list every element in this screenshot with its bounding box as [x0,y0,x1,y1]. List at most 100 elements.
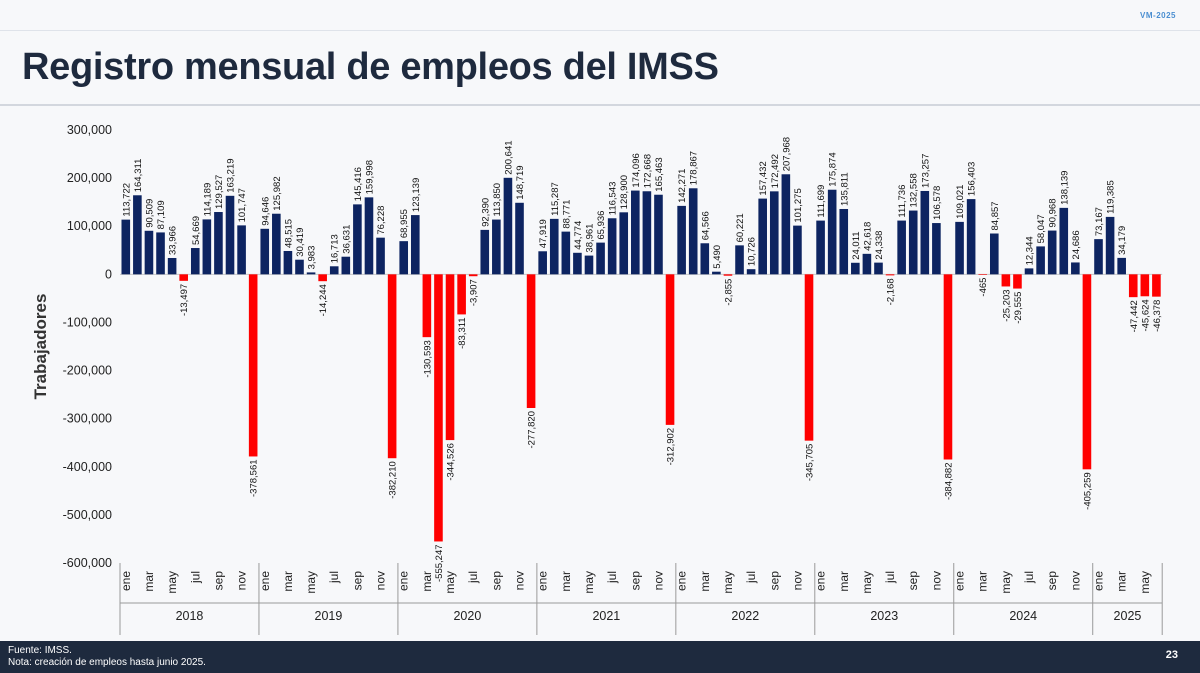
month-tick-label: ene [814,571,828,591]
chart-bar [1082,274,1092,470]
chart-bar [515,202,524,275]
month-tick-label: ene [675,571,689,591]
chart-bar [851,262,860,275]
chart-bar [584,255,594,275]
bar-data-label: 90,968 [1048,199,1059,228]
bar-data-label: 24,011 [851,231,862,259]
bar-data-label: -3,907 [469,279,480,306]
bar-data-label: -555,247 [434,544,445,582]
chart-bar [202,219,212,275]
chart-bar [908,210,918,275]
bar-data-label: 172,492 [770,154,781,188]
chart-bar [723,274,733,276]
year-label: 2020 [453,609,481,623]
bar-data-label: -312,902 [666,428,677,466]
chart-bar [179,274,188,281]
month-tick-label: jul [327,571,341,584]
bar-data-label: 157,432 [758,161,769,195]
y-axis-title: Trabajadores [31,294,50,400]
bar-data-label: -344,526 [446,443,457,481]
month-tick-label: may [165,571,179,594]
bar-data-label: -345,705 [805,444,816,482]
chart-bar [387,274,397,459]
month-tick-label: mar [281,571,295,592]
bar-data-label: -2,855 [723,279,734,306]
footer-note: Nota: creación de empleos hasta junio 20… [8,657,206,668]
bar-data-label: 207,968 [781,137,792,171]
month-tick-label: jul [605,571,619,584]
chart-bar [214,212,223,275]
month-tick-label: sep [350,571,364,591]
month-tick-label: jul [466,571,480,584]
bar-data-label: 48,515 [283,219,294,248]
chart-bar [468,274,478,277]
month-tick-label: ene [397,571,411,591]
chart-bar [538,251,547,275]
chart-bar [1001,274,1011,287]
month-tick-label: nov [374,571,388,590]
chart-bar [920,190,930,275]
year-label: 2024 [1009,609,1037,623]
month-tick-label: sep [906,571,920,591]
month-tick-label: nov [790,571,804,590]
bar-data-label: -384,882 [943,463,954,501]
chart-bar [561,231,571,275]
month-tick-label: may [582,571,596,594]
chart-bar [480,229,490,275]
year-label: 2019 [315,609,343,623]
bar-data-label: 119,385 [1106,180,1117,214]
bar-data-label: 16,713 [330,234,341,263]
year-label: 2018 [176,609,204,623]
page-title: Registro mensual de empleos del IMSS [22,46,719,88]
bar-data-label: -13,497 [179,284,190,316]
y-tick-label: 200,000 [67,171,112,185]
bar-data-label: 42,618 [862,222,873,251]
bar-data-label: 135,811 [839,172,850,206]
bar-data-label: 115,287 [550,182,561,216]
bar-data-label: 125,982 [272,176,283,210]
bar-data-label: 109,021 [955,185,966,219]
bar-data-label: 54,669 [191,216,202,245]
bar-data-label: 114,189 [202,183,213,217]
month-tick-label: mar [1115,571,1129,592]
y-tick-label: -200,000 [63,364,112,378]
chart-bar [793,225,802,275]
bar-data-label: 101,747 [237,188,248,222]
chart-bar [457,274,466,315]
month-tick-label: sep [767,571,781,591]
chart-bar [248,274,258,457]
chart-bar [885,274,895,276]
bar-data-label: 88,771 [561,200,572,229]
chart-bar [237,225,246,275]
chart-bar [445,274,455,441]
y-tick-label: -500,000 [63,508,112,522]
chart-bar [376,237,385,275]
bar-data-label: 200,641 [503,140,514,174]
chart-bar [549,218,559,275]
chart-bar [190,248,200,275]
bar-data-label: -46,378 [1152,300,1163,332]
chart-bar [631,190,640,275]
bar-data-label: 113,850 [492,183,503,217]
month-tick-label: jul [883,571,897,584]
bar-data-label: 173,257 [920,154,931,188]
bar-data-label: 84,857 [990,201,1001,230]
bar-data-label: 24,338 [874,231,885,260]
chart-bar [1094,239,1103,275]
chart-bar [573,252,582,275]
bar-data-label: 60,221 [735,213,746,242]
chart-bar [758,198,767,275]
y-tick-label: -600,000 [63,556,112,570]
chart-bar [654,194,663,275]
chart-bar [816,220,825,275]
bar-data-label: 87,109 [156,200,167,229]
chart-bar [839,208,849,275]
bar-data-label: -2,168 [886,278,897,305]
footer-source: Fuente: IMSS. [8,645,72,656]
chart-bar [492,219,501,275]
bar-data-label: -277,820 [527,411,538,449]
bar-data-label: 106,578 [932,186,943,220]
chart-bar [133,195,142,275]
chart-bar [1071,262,1080,275]
y-tick-label: 300,000 [67,123,112,137]
